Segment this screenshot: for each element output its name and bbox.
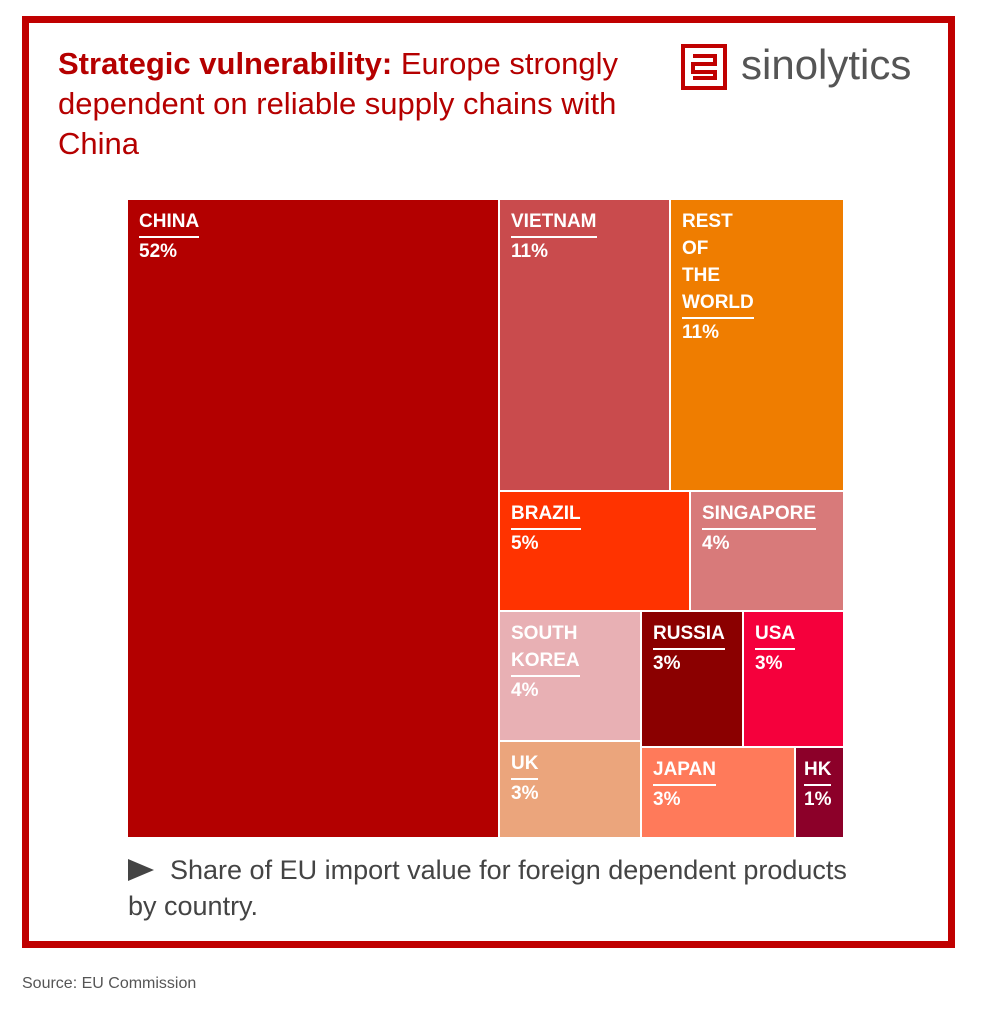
chart-title-bold: Strategic vulnerability: xyxy=(58,46,393,81)
chart-caption: Share of EU import value for foreign dep… xyxy=(128,852,868,924)
logo-text: sinolytics xyxy=(741,41,912,88)
play-arrow-icon xyxy=(128,859,154,881)
chart-title-rest: Europe strongly dependent on reliable su… xyxy=(58,46,618,161)
caption-text: Share of EU import value for foreign dep… xyxy=(128,855,847,921)
source-note: Source: EU Commission xyxy=(22,975,197,992)
chart-title: Strategic vulnerability: Europe strongly… xyxy=(58,44,658,164)
sinolytics-logo-icon xyxy=(681,44,727,90)
